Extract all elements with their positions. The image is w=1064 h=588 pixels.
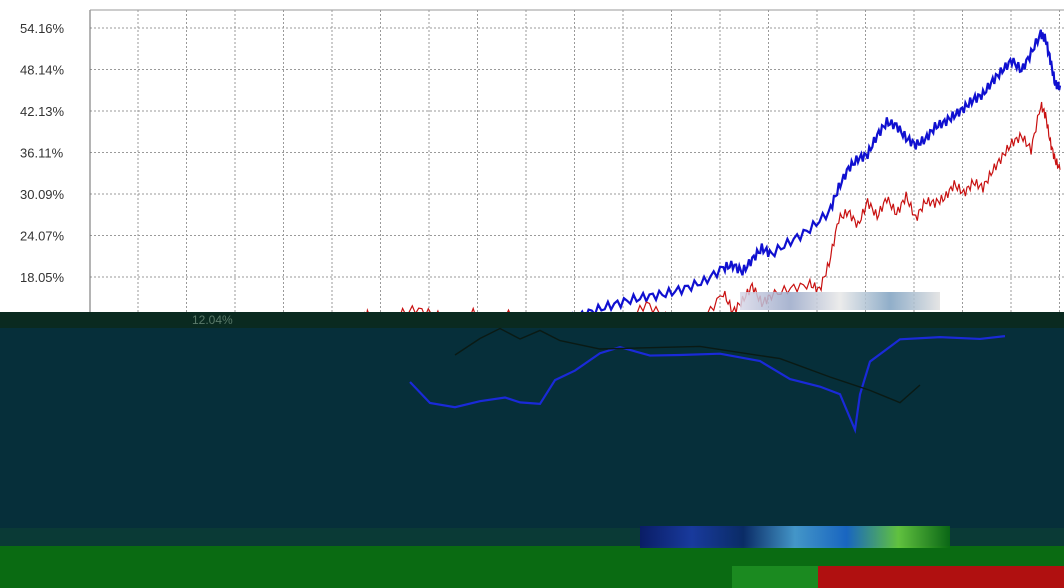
plot-background xyxy=(0,0,1064,312)
corrupted-trace-dark xyxy=(454,327,921,404)
chart-area: 54.16% 48.14% 42.13% 36.11% 30.09% 24.07% 18.0… xyxy=(0,0,1064,312)
corrupted-red-block xyxy=(818,566,1064,588)
corrupted-trace-blue xyxy=(409,335,1006,434)
y-tick-label: 36.11% xyxy=(20,145,64,160)
y-axis-tick-labels: 54.16% 48.14% 42.13% 36.11% 30.09% 24.07% 18.0… xyxy=(20,21,65,285)
corrupted-region-body xyxy=(0,328,1064,528)
corrupted-region-traces: 12.04% xyxy=(192,313,1006,434)
y-tick-label: 42.13% xyxy=(20,104,65,119)
corrupted-region-top-strip xyxy=(0,312,1064,328)
series-line-red xyxy=(364,101,1061,312)
corrupted-traces-group xyxy=(409,327,1006,434)
y-tick-label: 54.16% xyxy=(20,21,65,36)
corrupted-green-block xyxy=(732,566,818,588)
corrupted-mosaic-top xyxy=(740,292,940,310)
line-chart: 54.16% 48.14% 42.13% 36.11% 30.09% 24.07% 18.0… xyxy=(0,0,1064,312)
y-tick-label: 18.05% xyxy=(20,270,65,285)
y-tick-label: 24.07% xyxy=(20,228,65,243)
y-tick-label: 48.14% xyxy=(20,63,65,78)
faint-tick-label: 12.04% xyxy=(192,313,233,327)
series-group xyxy=(364,29,1062,312)
y-tick-label: 30.09% xyxy=(20,187,65,202)
series-line-blue xyxy=(572,29,1062,312)
corrupted-mosaic-bottom xyxy=(640,526,950,548)
